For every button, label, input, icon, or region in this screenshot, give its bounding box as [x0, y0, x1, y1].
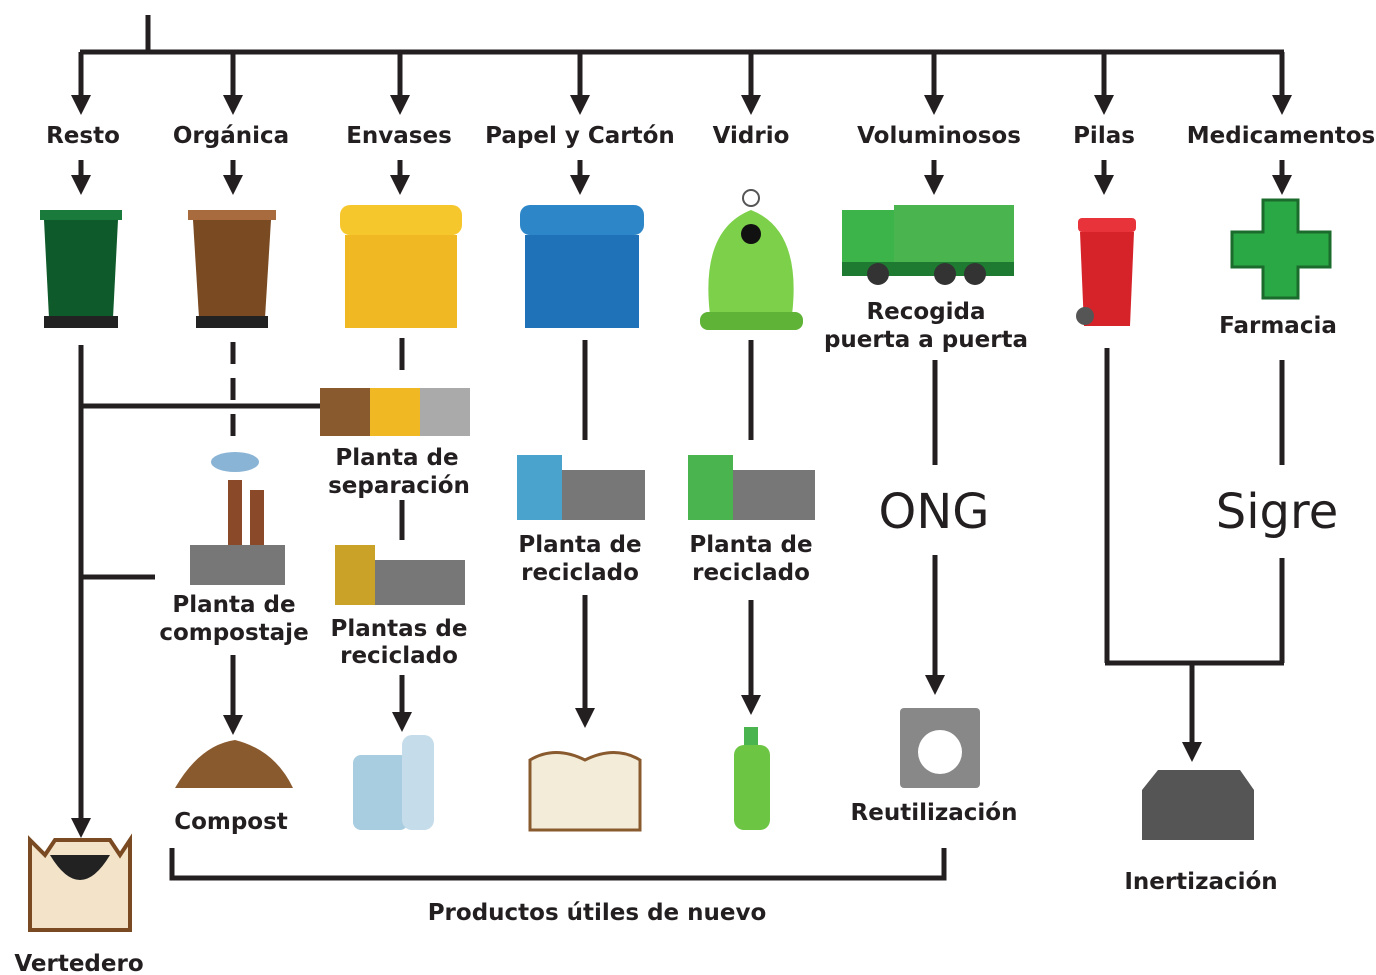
station-label: reciclado	[340, 643, 458, 669]
station-label: separación	[328, 473, 470, 499]
station-label: Planta de	[172, 592, 295, 618]
station-label: Planta de	[518, 532, 641, 558]
station-label: Sigre	[1216, 484, 1338, 540]
stream-label: Papel y Cartón	[485, 123, 675, 149]
stream-label: Orgánica	[173, 123, 289, 149]
station-label: Planta de	[689, 532, 812, 558]
stream-label: Envases	[346, 123, 452, 149]
station-label: reciclado	[692, 560, 810, 586]
output-label: Compost	[174, 809, 288, 835]
output-labels: Compost Reutilización Vertedero Inertiza…	[14, 800, 1277, 975]
output-label: Inertización	[1124, 869, 1277, 895]
stream-label: Vidrio	[713, 123, 790, 149]
stream-label: Voluminosos	[857, 123, 1021, 149]
station-label: ONG	[879, 484, 990, 540]
station-label: Planta de	[335, 445, 458, 471]
diagram: Resto Orgánica Envases Papel y Cartón Vi…	[0, 0, 1376, 975]
station-label: Farmacia	[1219, 313, 1337, 339]
output-label: Vertedero	[14, 951, 143, 975]
stream-label: Medicamentos	[1187, 123, 1375, 149]
output-label: Productos útiles de nuevo	[428, 900, 767, 926]
stream-labels: Resto Orgánica Envases Papel y Cartón Vi…	[46, 123, 1375, 149]
stream-label: Pilas	[1073, 123, 1135, 149]
output-label: Reutilización	[851, 800, 1018, 826]
station-label: Plantas de	[331, 616, 468, 642]
station-label: reciclado	[521, 560, 639, 586]
station-label: Recogida	[866, 299, 985, 325]
station-label: compostaje	[159, 620, 308, 646]
stream-label: Resto	[46, 123, 120, 149]
station-label: puerta a puerta	[824, 327, 1028, 353]
